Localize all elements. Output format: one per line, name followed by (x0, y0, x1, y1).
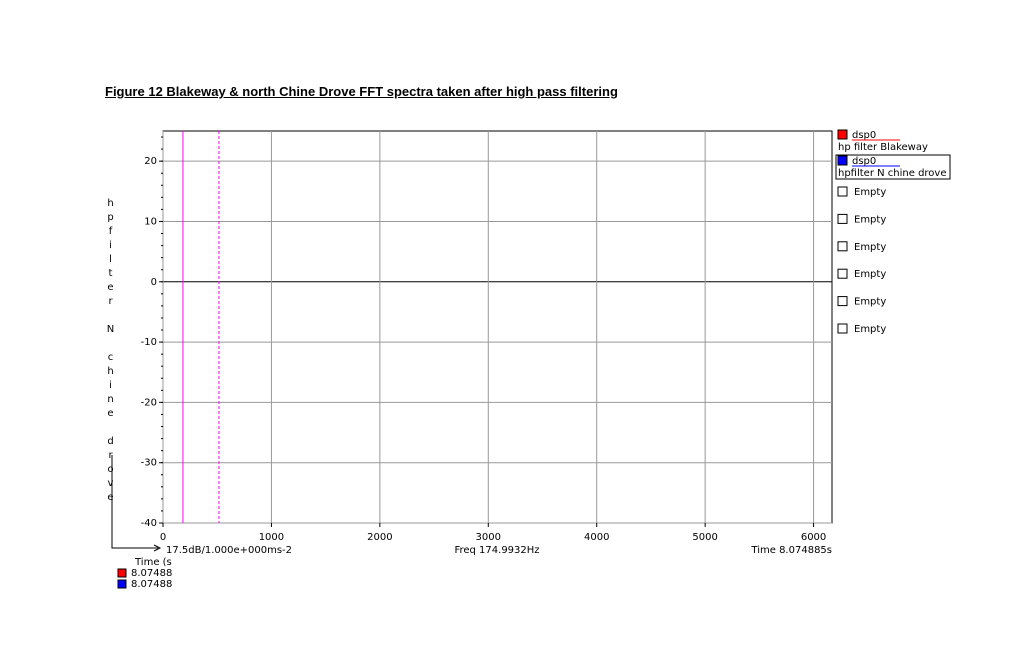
x-tick-label: 4000 (584, 532, 609, 543)
time-text: Time 8.074885s (750, 545, 832, 556)
legend-swatch (837, 129, 848, 140)
empty-checkbox (837, 213, 848, 224)
empty-label: Empty (854, 297, 886, 308)
time-axis-label: Time (s (134, 557, 172, 568)
time-swatch (117, 568, 127, 578)
legend-description: hp filter Blakeway (838, 142, 928, 153)
freq-text: Freq 174.9932Hz (454, 545, 539, 556)
y-axis-label: hpfilter N chine drove (105, 198, 116, 506)
x-tick-label: 5000 (692, 532, 717, 543)
x-tick-label: 2000 (367, 532, 392, 543)
scale-text: 17.5dB/1.000e+000ms-2 (166, 545, 292, 556)
x-tick-label: 1000 (259, 532, 284, 543)
cursor-time: 8.07488 (131, 579, 172, 590)
cursor-time: 8.07488 (131, 568, 172, 579)
empty-checkbox (837, 241, 848, 252)
chart-title: Figure 12 Blakeway & north Chine Drove F… (105, 84, 618, 99)
plot-area (162, 130, 833, 524)
y-tick-label: -10 (141, 337, 157, 348)
empty-label: Empty (854, 187, 886, 198)
legend-swatch (837, 155, 848, 166)
axis-arrow (111, 455, 158, 549)
legend-name: dsp0 (852, 156, 876, 167)
empty-label: Empty (854, 242, 886, 253)
y-tick-label: -40 (141, 518, 157, 529)
x-tick-label: 0 (160, 532, 166, 543)
y-tick-label: 0 (151, 277, 157, 288)
legend-description: hpfilter N chine drove (838, 168, 947, 179)
empty-checkbox (837, 268, 848, 279)
empty-checkbox (837, 186, 848, 197)
empty-label: Empty (854, 214, 886, 225)
empty-label: Empty (854, 269, 886, 280)
legend-frame (835, 154, 951, 180)
arrow-head (153, 544, 162, 552)
empty-label: Empty (854, 324, 886, 335)
y-tick-label: 10 (144, 216, 157, 227)
empty-checkbox (837, 323, 848, 334)
time-swatch (117, 579, 127, 589)
x-tick-label: 6000 (801, 532, 826, 543)
y-tick-label: -30 (141, 458, 157, 469)
x-tick-label: 3000 (476, 532, 501, 543)
y-tick-label: 20 (144, 156, 157, 167)
y-tick-label: -20 (141, 397, 157, 408)
legend-name: dsp0 (852, 130, 876, 141)
empty-checkbox (837, 296, 848, 307)
